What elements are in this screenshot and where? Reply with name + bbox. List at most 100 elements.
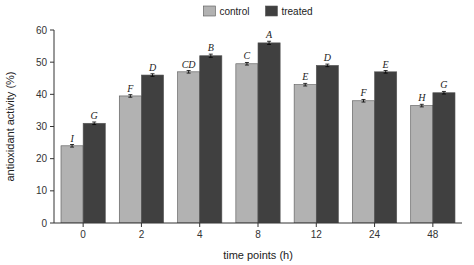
annotation: E [382,59,389,70]
legend-label: treated [281,6,312,17]
bar [411,106,433,223]
error-cap [245,62,249,63]
error-cap [384,70,388,71]
error-bar [92,122,96,125]
plot-area [61,41,455,223]
error-bar [442,91,446,94]
annotation: G [91,110,98,121]
bar [316,65,338,223]
x-tick [374,223,375,227]
y-tick [50,158,54,159]
y-tick-label: 30 [36,121,48,132]
error-stem [210,54,211,57]
error-bar [325,64,329,67]
y-tick [50,126,54,127]
legend-item: control [203,6,249,17]
annotation: D [148,62,157,73]
error-cap [209,54,213,55]
y-axis-label: antioxidant activity (%) [4,71,16,181]
y-tick-label: 40 [36,89,48,100]
error-cap [92,121,96,122]
error-bar [70,145,74,148]
error-cap [187,70,191,71]
x-axis-label: time points (h) [223,249,293,261]
y-tick [50,30,54,31]
x-tick [83,223,84,227]
error-cap [361,99,365,100]
bar [178,72,200,223]
x-tick-label: 12 [311,229,323,240]
legend-swatch [203,6,215,16]
y-tick-label: 20 [36,153,48,164]
bar [294,85,316,223]
annotation: F [359,87,367,98]
bar [83,123,105,223]
y-tick [50,62,54,63]
error-cap [442,91,446,92]
y-tick [50,94,54,95]
bar [352,101,374,223]
chart: IFCDCEFHGDBADEG01020304050600248122448ti… [0,0,474,265]
x-tick-label: 48 [427,229,439,240]
error-cap [442,94,446,95]
error-cap [128,94,132,95]
bar [236,64,258,223]
error-cap [70,147,74,148]
y-tick-label: 10 [36,185,48,196]
error-bar [361,99,365,102]
error-cap [128,97,132,98]
x-tick-label: 8 [255,229,261,240]
y-tick [50,223,54,224]
error-cap [267,44,271,45]
y-tick-label: 60 [36,25,48,36]
x-tick-label: 4 [197,229,203,240]
bar [61,146,83,223]
annotations: IFCDCEFHGDBADEG [69,29,447,143]
error-bar [384,71,388,74]
error-bar [128,95,132,98]
error-bar [151,74,155,77]
error-bar [187,71,191,74]
error-cap [187,73,191,74]
error-bar [420,104,424,107]
error-bar [245,62,249,65]
bar [258,43,280,223]
annotation: F [126,83,134,94]
bar [375,72,397,223]
error-cap [420,106,424,107]
legend-swatch [265,6,277,16]
error-cap [151,73,155,74]
error-cap [303,85,307,86]
error-stem [269,41,270,44]
x-tick [316,223,317,227]
legend-label: control [219,6,249,17]
x-tick [432,223,433,227]
error-bar [209,54,213,57]
annotation: CD [182,59,197,70]
bar [433,93,455,223]
y-tick-label: 0 [41,218,47,229]
error-bar [303,83,307,86]
annotation: B [208,42,214,53]
x-tick [141,223,142,227]
x-tick-label: 0 [80,229,86,240]
error-cap [151,76,155,77]
x-tick-label: 24 [369,229,381,240]
bar [200,56,222,223]
error-cap [92,124,96,125]
error-cap [384,73,388,74]
error-cap [70,144,74,145]
error-bar [267,41,271,44]
error-cap [209,57,213,58]
error-cap [245,65,249,66]
annotation: I [69,133,74,144]
error-cap [267,41,271,42]
y-tick [50,190,54,191]
error-cap [325,64,329,65]
annotation: D [323,52,332,63]
annotation: C [244,50,251,61]
legend-item: treated [265,6,312,17]
bar [119,96,141,223]
annotation: H [417,92,426,103]
legend: control treated [203,6,312,17]
